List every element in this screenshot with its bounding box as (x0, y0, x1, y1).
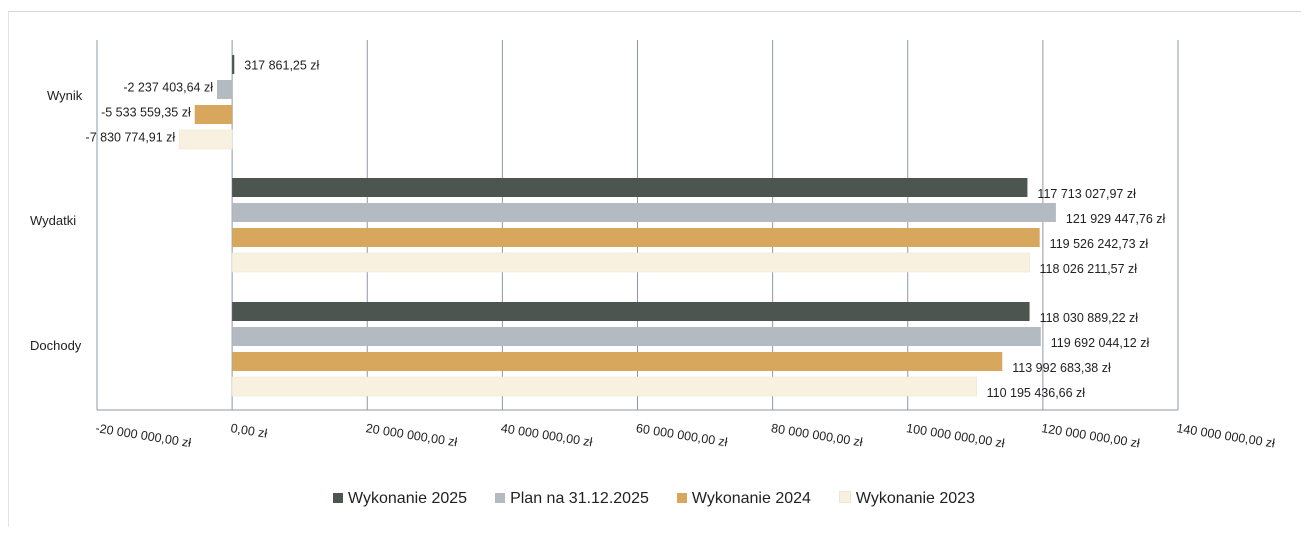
chart-frame (8, 11, 1301, 527)
data-label: 121 929 447,76 zł (1066, 212, 1166, 226)
legend-item-3: Wykonanie 2023 (838, 490, 975, 508)
bar-wynik-0 (232, 55, 235, 74)
data-label: -5 533 559,35 zł (101, 106, 191, 120)
data-label: 118 030 889,22 zł (1040, 311, 1139, 325)
bar-dochody-1 (232, 327, 1041, 346)
category-label-wydatki: Wydatki (30, 213, 76, 228)
x-tick-label: 0,00 zł (230, 421, 269, 441)
bar-dochody-2 (232, 352, 1003, 371)
legend-item-1: Plan na 31.12.2025 (495, 490, 649, 508)
bar-dochody-3 (231, 376, 977, 397)
bar-dochody-0 (232, 302, 1030, 321)
bar-wydatki-1 (232, 203, 1056, 222)
legend-label: Wykonanie 2025 (348, 490, 468, 507)
data-label: 113 992 683,38 zł (1012, 361, 1111, 375)
data-label: 119 692 044,12 zł (1051, 336, 1150, 350)
x-tick-label: 120 000 000,00 zł (1040, 421, 1141, 450)
x-tick-label: -20 000 000,00 zł (95, 421, 193, 450)
legend-label: Wykonanie 2024 (691, 490, 811, 507)
bar-wydatki-2 (232, 228, 1040, 247)
legend-swatch (676, 493, 687, 503)
bar-wynik-3 (178, 129, 233, 150)
legend-item-0: Wykonanie 2025 (333, 490, 467, 508)
x-tick-label: 20 000 000,00 zł (365, 421, 459, 449)
data-label: 317 861,25 zł (244, 59, 319, 73)
legend-label: Wykonanie 2023 (855, 490, 975, 507)
bar-wynik-1 (217, 80, 233, 99)
x-tick-label: 40 000 000,00 zł (500, 421, 594, 449)
x-tick-label: 100 000 000,00 zł (905, 421, 1006, 450)
data-label: 110 195 436,66 zł (987, 386, 1086, 400)
legend-item-2: Wykonanie 2024 (676, 490, 811, 508)
category-label-dochody: Dochody (30, 338, 82, 353)
data-label: 117 713 027,97 zł (1037, 187, 1136, 201)
x-tick-label: 60 000 000,00 zł (635, 421, 729, 449)
legend: Wykonanie 2025 Plan na 31.12.2025 Wykonani… (0, 490, 1308, 508)
bar-wydatki-3 (231, 252, 1030, 273)
legend-swatch (495, 493, 506, 503)
data-label: 118 026 211,57 zł (1040, 262, 1138, 276)
legend-swatch (333, 493, 344, 503)
legend-label: Plan na 31.12.2025 (510, 490, 649, 507)
data-label: 119 526 242,73 zł (1050, 237, 1149, 251)
data-label: -7 830 774,91 zł (86, 131, 176, 145)
bar-chart: -20 000 000,00 zł 0,00 zł 20 000 000,00 zł… (30, 40, 1277, 451)
x-tick-label: 80 000 000,00 zł (770, 421, 864, 449)
x-tick-label: 140 000 000,00 zł (1176, 421, 1277, 450)
data-label: -2 237 403,64 zł (123, 81, 213, 95)
category-label-wynik: Wynik (47, 88, 83, 103)
legend-swatch (838, 491, 851, 503)
bar-wynik-2 (194, 105, 233, 124)
bar-wydatki-0 (232, 178, 1028, 197)
